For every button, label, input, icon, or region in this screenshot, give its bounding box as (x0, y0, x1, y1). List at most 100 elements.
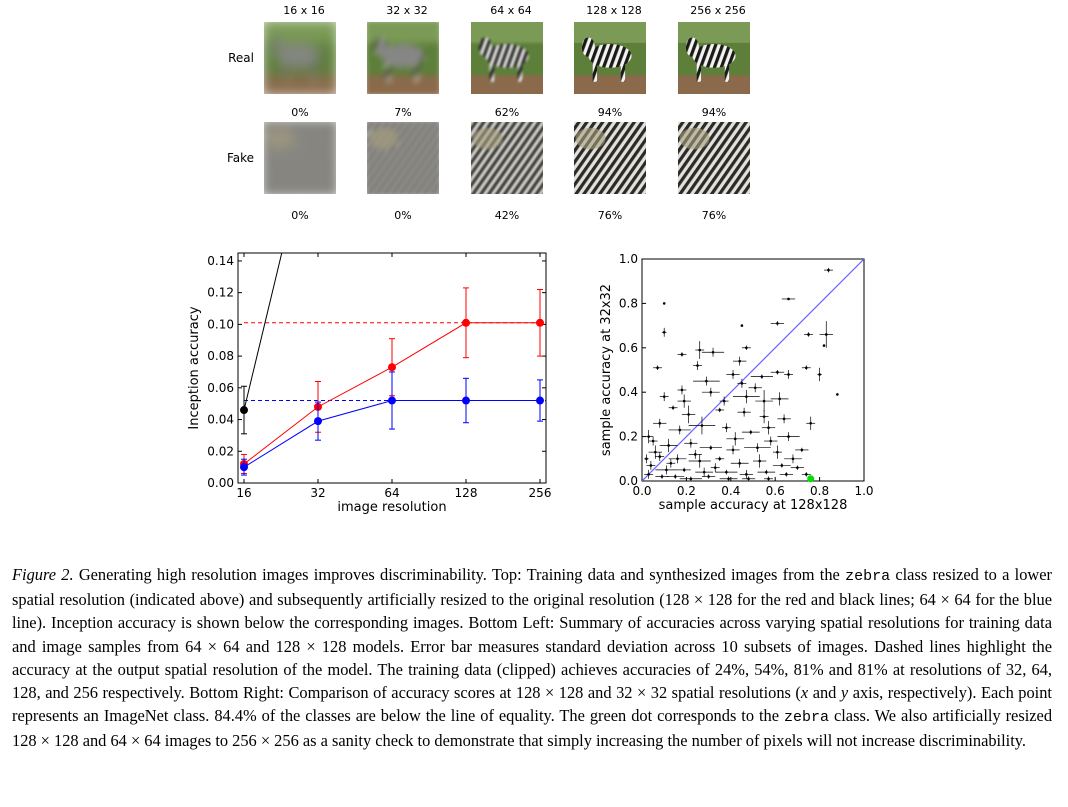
class-point (785, 473, 788, 476)
caption-code-word: zebra (784, 709, 830, 727)
data-point (462, 396, 470, 405)
class-point (782, 417, 786, 421)
class-point (824, 333, 828, 336)
x-tick-label: 64 (384, 486, 399, 500)
class-point (765, 470, 768, 474)
data-point (536, 318, 544, 327)
y-axis-label: sample accuracy at 32x32 (599, 284, 614, 456)
class-point (705, 379, 708, 383)
y-tick-label: 0.8 (619, 296, 638, 310)
class-point (696, 364, 699, 367)
class-point (645, 457, 648, 461)
accuracy-label: 0% (291, 209, 309, 222)
class-point (709, 390, 713, 394)
accuracy-label: 0% (291, 106, 309, 119)
class-point (676, 457, 679, 461)
class-point (727, 477, 730, 481)
class-point (769, 439, 773, 443)
class-point (787, 435, 790, 438)
resolution-label-256: 256 x 256 (690, 4, 746, 17)
series-line (243, 253, 283, 411)
class-point (767, 477, 770, 481)
data-point (536, 396, 544, 405)
class-point (709, 446, 713, 449)
caption-text-segment: class. We also artificially resized 128 … (12, 706, 1053, 751)
accuracy-label: 42% (494, 209, 520, 222)
class-point (796, 466, 799, 469)
class-point (818, 373, 821, 376)
class-point (656, 366, 659, 370)
class-point (674, 475, 677, 478)
class-point (682, 468, 686, 472)
zebra-class-point (807, 475, 815, 483)
x-tick-label: 0.2 (677, 484, 696, 498)
x-tick-label: 0.0 (632, 484, 651, 498)
zebra-real-thumbnail (678, 22, 750, 94)
caption-text: Generating high resolution images improv… (12, 565, 1052, 750)
class-point (776, 322, 779, 325)
class-point (836, 393, 839, 396)
class-point (665, 468, 668, 472)
y-axis-label: Inception accuracy (187, 306, 202, 429)
class-point (667, 444, 670, 447)
class-point (733, 437, 737, 441)
zebra-fake-thumbnail (367, 122, 439, 194)
figure-label: Figure 2. (12, 565, 74, 584)
accuracy-label: 94% (701, 106, 727, 119)
y-tick-label: 0.2 (619, 430, 638, 444)
class-point (680, 388, 684, 392)
class-point (762, 415, 766, 418)
resolution-label-64: 64 x 64 (490, 4, 532, 17)
class-point (756, 446, 759, 449)
class-point (725, 470, 728, 474)
y-tick-label: 0.08 (207, 349, 234, 363)
class-point (711, 350, 715, 354)
identity-line (642, 259, 864, 481)
class-point (662, 395, 666, 398)
caption-code-word: zebra (845, 568, 891, 585)
y-tick-label: 0.02 (207, 444, 234, 458)
plot-frame (641, 258, 865, 482)
x-tick-label: 0.4 (721, 484, 740, 498)
caption-text-segment: class resized to a lower spatial resolut… (12, 565, 1052, 703)
zebra-fake-thumbnail (471, 122, 543, 194)
caption-text-segment: and (808, 683, 841, 703)
accuracy-label: 94% (597, 106, 623, 119)
class-point (780, 464, 784, 467)
resolution-label-16: 16 x 16 (283, 4, 325, 17)
class-point (827, 268, 830, 272)
class-point (698, 348, 702, 352)
zebra-real-thumbnail (264, 22, 336, 94)
class-point (822, 344, 826, 347)
y-tick-label: 0.04 (207, 413, 234, 427)
x-tick-label: 32 (310, 486, 325, 500)
class-point (787, 297, 790, 301)
class-point (745, 395, 748, 398)
class-point (758, 459, 761, 463)
x-tick-label: 16 (236, 486, 251, 500)
data-point (240, 406, 248, 415)
class-point (742, 410, 746, 414)
accuracy-label: 76% (701, 209, 727, 222)
class-point (707, 475, 710, 478)
y-tick-label: 0.6 (619, 341, 638, 355)
class-point (753, 386, 757, 390)
class-point (698, 459, 702, 463)
y-tick-label: 1.0 (619, 252, 638, 266)
class-point (682, 399, 686, 403)
class-point (722, 399, 726, 403)
zebra-real-thumbnail (574, 22, 646, 94)
x-axis-label: image resolution (337, 500, 446, 515)
class-point (718, 457, 721, 461)
class-point (776, 370, 779, 374)
x-tick-label: 0.6 (766, 484, 785, 498)
class-point (804, 366, 808, 370)
zebra-fake-thumbnail (678, 122, 750, 194)
class-point (647, 435, 650, 438)
class-point (807, 333, 810, 336)
resolution-label-32: 32 x 32 (386, 4, 428, 17)
class-point (740, 324, 744, 327)
row-label-real: Real (228, 51, 254, 65)
class-point (662, 330, 666, 334)
class-point (749, 430, 753, 434)
